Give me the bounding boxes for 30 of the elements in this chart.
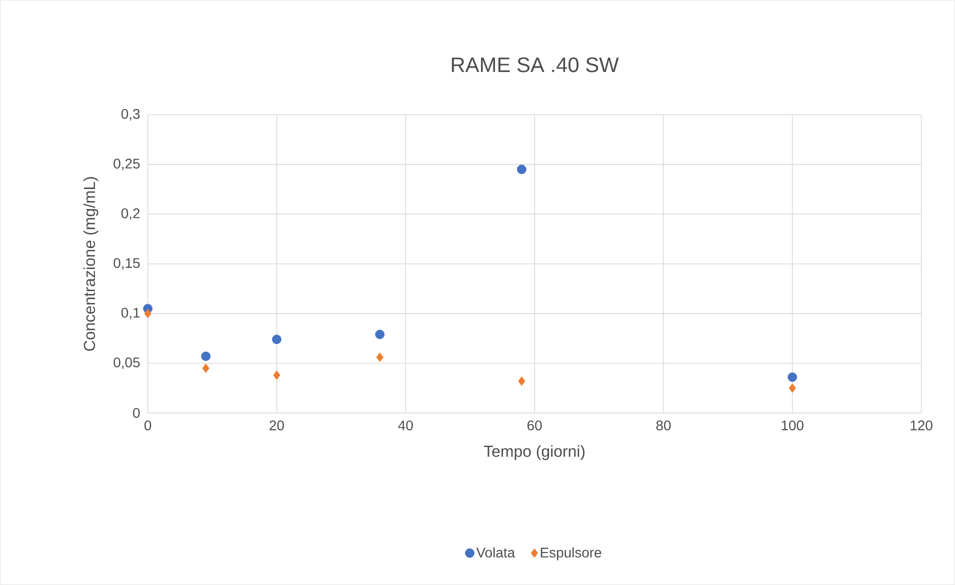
point — [273, 370, 280, 380]
y-tick-label: 0,3 — [121, 109, 140, 121]
x-axis-title: Tempo (giorni) — [484, 445, 584, 460]
point — [201, 352, 210, 362]
x-tick-label: 40 — [398, 420, 413, 430]
point — [788, 384, 796, 393]
x-tick-label: 80 — [656, 420, 671, 430]
y-tick-label: 0 — [133, 408, 140, 418]
x-tick-label: 60 — [527, 420, 542, 430]
y-tick-label: 0,1 — [121, 308, 140, 320]
x-tick-label: 20 — [270, 420, 284, 430]
y-tick-label: 0,2 — [121, 208, 140, 220]
y-axis-title: Concentrazione (mg/mL) — [83, 177, 98, 351]
legend-label: Volata — [476, 547, 516, 558]
point — [144, 308, 152, 318]
x-tick-label: 120 — [910, 420, 932, 430]
point — [516, 164, 526, 174]
y-tick-label: 0,05 — [114, 358, 140, 370]
point — [202, 364, 210, 374]
point — [518, 376, 526, 386]
x-tick-label: 100 — [782, 420, 804, 430]
legend-label: Espulsore — [540, 547, 602, 560]
point — [788, 372, 798, 382]
x-tick-label: 0 — [144, 420, 152, 430]
y-tick-label: 0,15 — [114, 258, 140, 270]
chart-title: RAME SA .40 SW — [452, 58, 619, 72]
point — [375, 330, 385, 340]
point — [272, 334, 282, 344]
y-tick-label: 0,25 — [114, 158, 140, 170]
point — [376, 352, 384, 362]
